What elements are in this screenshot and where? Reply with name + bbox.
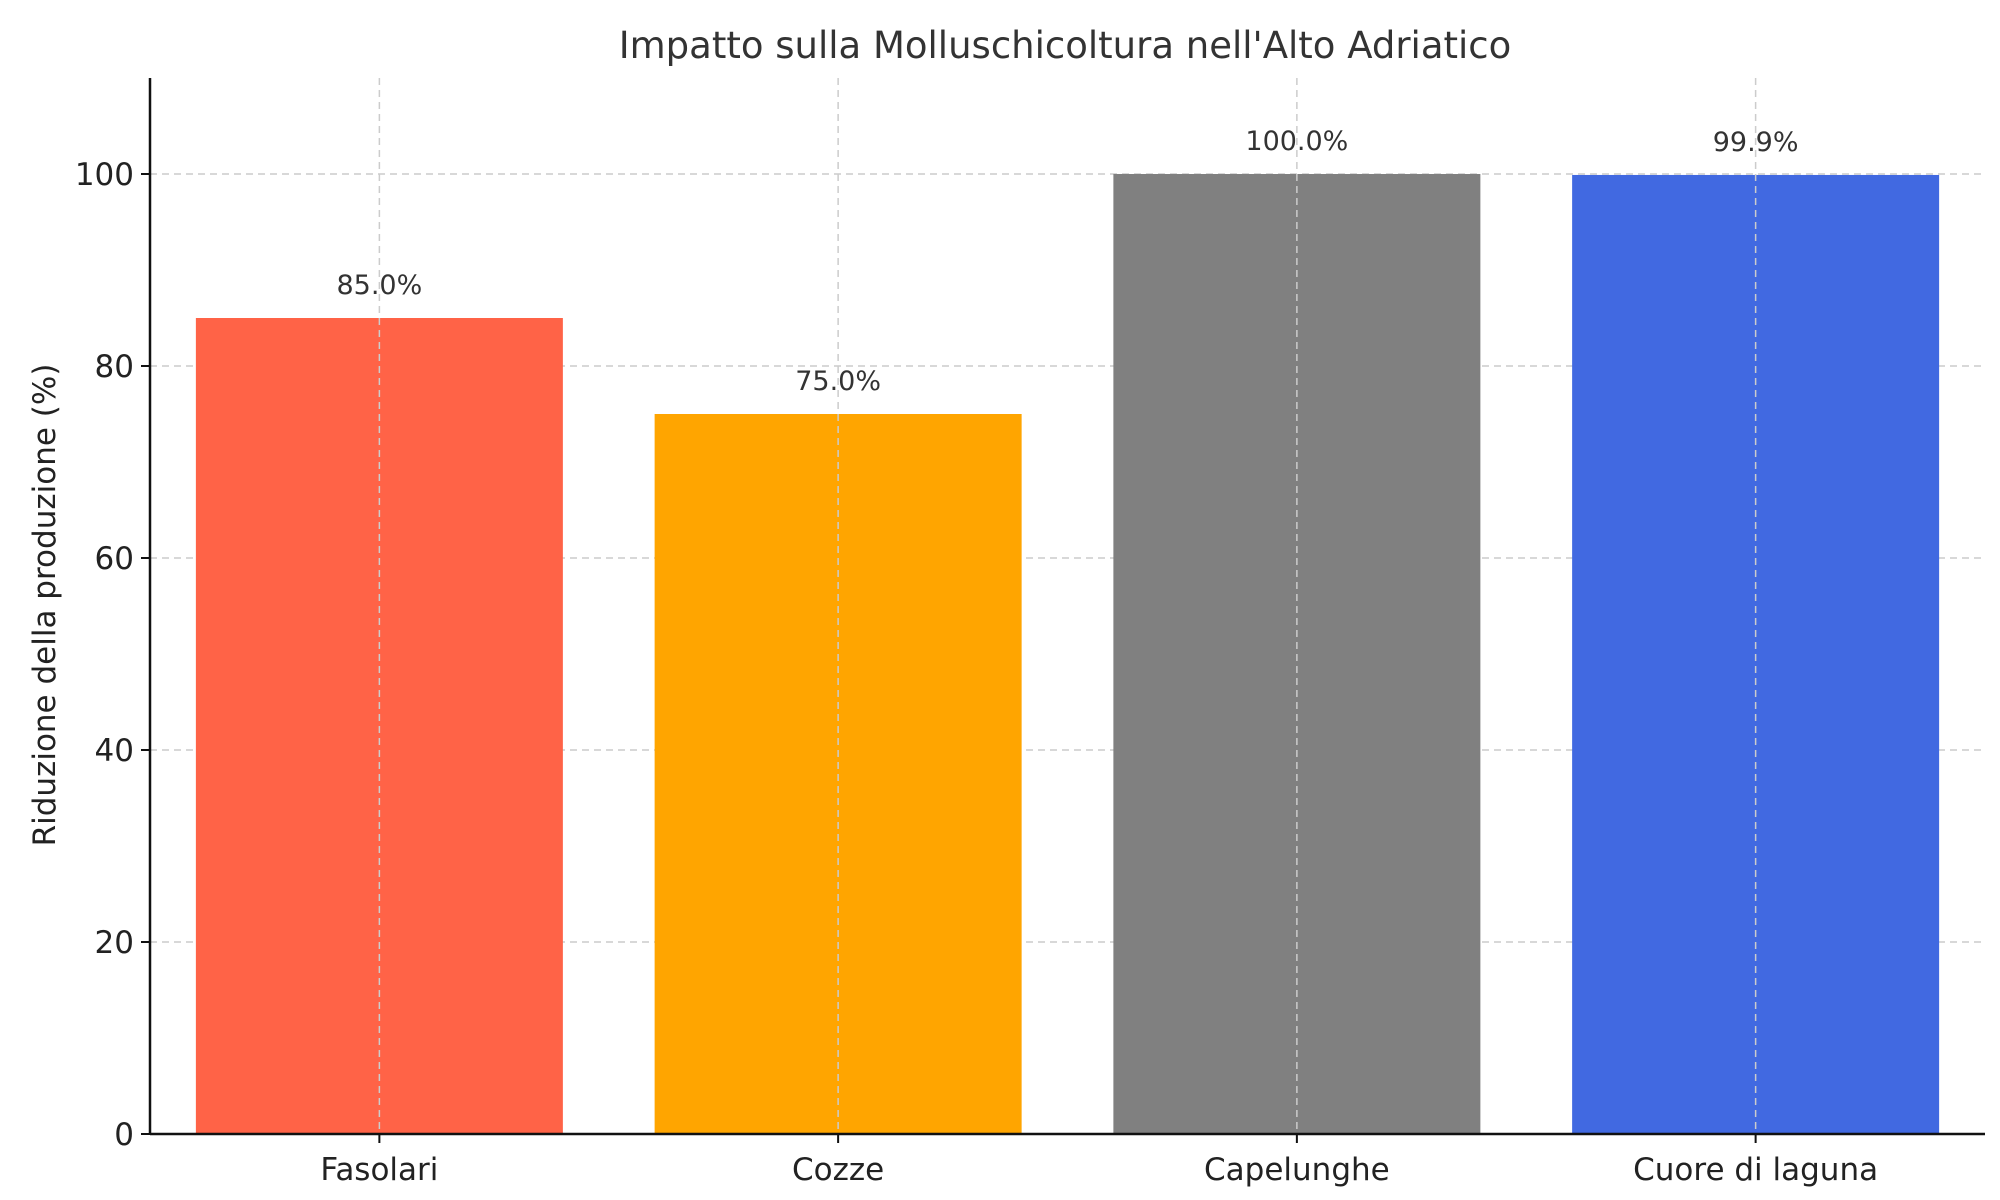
y-tick-label: 80 (95, 349, 134, 385)
y-axis-label: Riduzione della produzione (%) (27, 364, 63, 847)
x-tick-label: Cozze (792, 1152, 884, 1188)
x-grid-layer (378, 78, 1757, 1134)
data-label: 75.0% (795, 366, 881, 397)
x-tick-label: Capelunghe (1204, 1152, 1390, 1188)
x-tick-label: Fasolari (320, 1152, 438, 1188)
y-tick-label: 40 (95, 733, 134, 769)
axes-layer (141, 78, 1985, 1143)
chart-title: Impatto sulla Molluschicoltura nell'Alto… (619, 24, 1512, 67)
x-tick-label: Cuore di laguna (1633, 1152, 1878, 1188)
data-label: 85.0% (336, 270, 422, 301)
y-tick-label: 100 (75, 157, 134, 193)
bars-layer (195, 174, 1940, 1134)
labels-layer: 0 20 40 60 80 100 Fasolari 85.0% Cozze 75.0% Capel… (75, 126, 1878, 1188)
data-label: 100.0% (1245, 126, 1348, 157)
y-tick-label: 20 (95, 925, 134, 961)
y-tick-label: 0 (114, 1117, 134, 1153)
y-tick-label: 60 (95, 541, 134, 577)
data-label: 99.9% (1713, 127, 1799, 158)
